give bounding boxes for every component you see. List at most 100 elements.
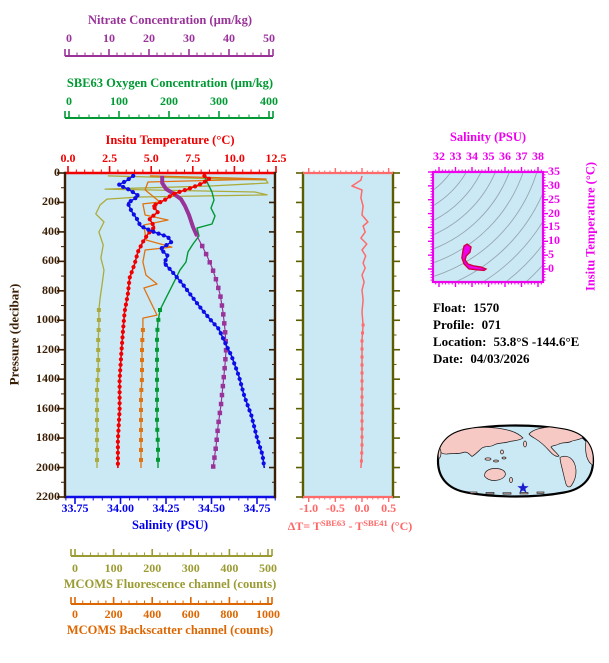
tick-label: 0 xyxy=(72,561,78,575)
map-island xyxy=(484,457,492,461)
tick-label: 30 xyxy=(183,31,195,45)
delta-t-prefix: ΔT= T xyxy=(287,519,321,533)
map-antarctica-sliver xyxy=(536,491,545,494)
delta-t-sup-sbe63: SBE63 xyxy=(320,518,346,528)
date-line: Date: 04/03/2026 xyxy=(433,350,579,367)
tick-label: 400 xyxy=(220,561,239,575)
tick-label: 34.00 xyxy=(107,501,134,515)
temperature-axis-title: Insitu Temperature (°C) xyxy=(105,133,235,147)
tick-label: 33 xyxy=(449,149,462,163)
tick-label: 1000 xyxy=(256,607,280,621)
tick-label: 300 xyxy=(210,94,228,108)
tick-label: 38 xyxy=(532,149,544,163)
tick-label: 0 xyxy=(66,31,72,45)
map-island xyxy=(501,456,507,460)
ts-temperature-axis-title: Insitu Temperature (°C) xyxy=(583,161,598,292)
tick-label: 2000 xyxy=(36,459,60,474)
tick-label: 800 xyxy=(42,282,60,297)
tick-label: 40 xyxy=(223,31,235,45)
map-island xyxy=(500,449,504,455)
ts-salinity-axis-title: Salinity (PSU) xyxy=(449,130,527,144)
tick-label: 1800 xyxy=(36,430,60,445)
map-antarctica-sliver xyxy=(469,491,478,494)
tick-label: 1200 xyxy=(36,341,60,356)
tick-label: 0 xyxy=(54,165,60,179)
tick-label: 100 xyxy=(110,94,128,108)
float-label: Float: xyxy=(433,300,467,315)
nitrate-axis-title: Nitrate Concentration (µm/kg) xyxy=(87,13,253,27)
salinity-axis-title: Salinity (PSU) xyxy=(131,518,209,532)
tick-label: 0 xyxy=(548,261,554,275)
delta-t-axis-title: ΔT= TSBE63 - TSBE41 (°C) xyxy=(272,518,428,534)
tick-label: 36 xyxy=(499,149,511,163)
location-value: 53.8°S -144.6°E xyxy=(493,334,580,349)
profile-value: 071 xyxy=(481,317,502,332)
float-number-line: Float: 1570 xyxy=(433,299,579,316)
tick-label: 2200 xyxy=(36,489,60,503)
tick-label: 0 xyxy=(72,607,78,621)
tick-label: 34.75 xyxy=(243,501,271,515)
tick-label: 1000 xyxy=(36,312,60,327)
tick-label: 35 xyxy=(482,149,495,163)
tick-label: 0 xyxy=(66,94,72,108)
profile-label: Profile: xyxy=(433,317,475,332)
tick-label: 600 xyxy=(42,253,60,268)
pressure-axis-title: Pressure (decibar) xyxy=(6,283,22,386)
tick-label: -0.5 xyxy=(325,501,345,515)
delta-t-sup-sbe41: SBE41 xyxy=(363,518,388,528)
tick-label: 800 xyxy=(220,607,239,621)
tick-label: 0.0 xyxy=(354,501,370,515)
location-label: Location: xyxy=(433,334,487,349)
tick-label: 7.5 xyxy=(185,151,201,165)
tick-label: -1.0 xyxy=(299,501,319,515)
tick-label: 0.0 xyxy=(60,151,76,165)
delta-t-suffix: (°C) xyxy=(387,519,413,533)
map-land-south-america xyxy=(559,455,577,488)
tick-label: 200 xyxy=(160,94,178,108)
map-land-australia xyxy=(484,468,506,481)
date-label: Date: xyxy=(433,351,464,366)
tick-label: 20 xyxy=(143,31,155,45)
tick-label: 600 xyxy=(181,607,200,621)
fluorescence-axis-title: MCOMS Fluorescence channel (counts) xyxy=(63,577,277,591)
delta-t-mid: - T xyxy=(345,519,364,533)
tick-label: 35 xyxy=(548,164,560,178)
map-island-japan xyxy=(523,440,527,448)
tick-label: 10.0 xyxy=(223,151,245,165)
tick-label: 25 xyxy=(548,191,560,206)
tick-label: 300 xyxy=(181,561,200,575)
tick-label: 1400 xyxy=(36,371,60,386)
float-location-star xyxy=(517,482,529,493)
profile-number-line: Profile: 071 xyxy=(433,316,579,333)
tick-label: 34.25 xyxy=(152,501,180,515)
tick-label: 200 xyxy=(104,607,123,621)
tick-label: 34 xyxy=(466,149,478,163)
world-map xyxy=(436,424,595,498)
tick-label: 200 xyxy=(143,561,162,575)
tick-label: 1600 xyxy=(36,400,60,415)
tick-label: 5 xyxy=(548,247,554,262)
tick-label: 5.0 xyxy=(143,151,159,165)
tick-label: 33.75 xyxy=(61,501,89,515)
tick-label: 10 xyxy=(548,233,560,248)
oxygen-axis-title: SBE63 Oxygen Concentration (µm/kg) xyxy=(66,76,274,90)
tick-label: 2.5 xyxy=(102,151,118,165)
rendered-axes-and-curves xyxy=(57,49,548,605)
tick-label: 20 xyxy=(548,205,560,220)
tick-label: 10 xyxy=(103,31,115,45)
date-value: 04/03/2026 xyxy=(470,351,530,366)
tick-label: 400 xyxy=(143,607,162,621)
tick-label: 12.5 xyxy=(265,151,287,165)
tick-label: 50 xyxy=(263,31,275,45)
tick-label: 37 xyxy=(515,149,528,163)
map-island-new-zealand xyxy=(509,477,513,483)
tick-label: 200 xyxy=(42,194,60,209)
float-value: 1570 xyxy=(473,300,500,315)
map-land-greenland xyxy=(572,425,580,431)
float-info-block: Float: 1570 Profile: 071 Location: 53.8°S -… xyxy=(433,299,579,367)
map-antarctica-sliver xyxy=(502,492,512,495)
tick-label: 500 xyxy=(259,561,277,575)
backscatter-axis-title: MCOMS Backscatter channel (counts) xyxy=(66,623,274,637)
map-island xyxy=(493,459,499,463)
